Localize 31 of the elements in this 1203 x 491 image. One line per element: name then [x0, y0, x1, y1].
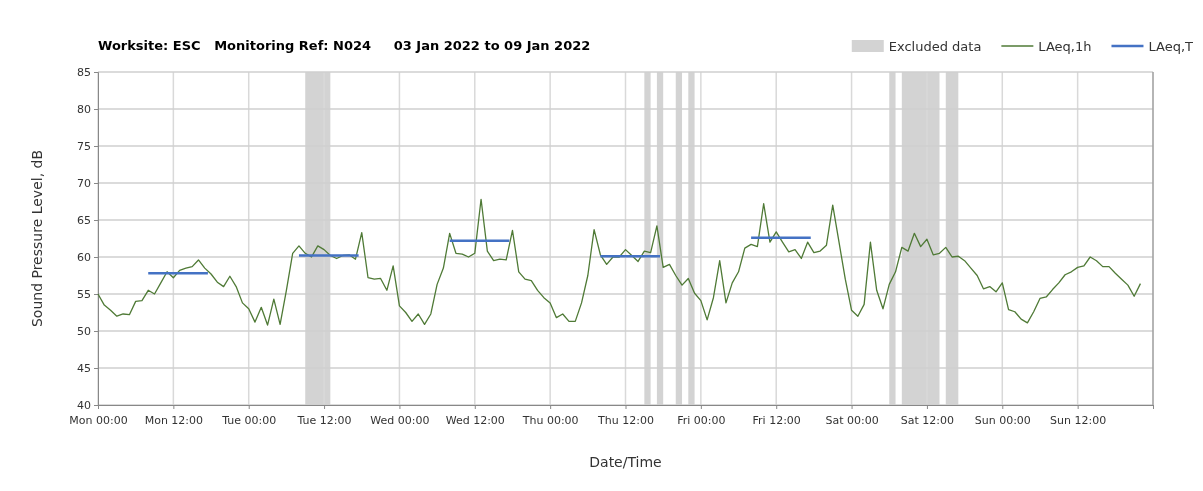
- x-tick-label: Sun 00:00: [974, 414, 1031, 428]
- x-tick-label: Thu 12:00: [597, 414, 654, 428]
- x-tick-label: Wed 12:00: [445, 414, 505, 428]
- y-tick-label: 45: [77, 362, 91, 376]
- x-tick-label: Fri 00:00: [677, 414, 726, 428]
- chart-title: Worksite: ESC Monitoring Ref: N024 03 Jan 2022 to 09 Jan 2022: [98, 38, 591, 53]
- y-tick-label: 65: [77, 214, 91, 228]
- legend-label: LAeq,T: [1148, 39, 1194, 54]
- y-tick-label: 75: [77, 140, 91, 154]
- x-tick-label: Tue 12:00: [296, 414, 352, 428]
- x-tick-label: Fri 12:00: [752, 414, 801, 428]
- legend-label: Excluded data: [888, 39, 982, 54]
- x-tick-label: Mon 00:00: [69, 414, 128, 428]
- x-tick-label: Mon 12:00: [144, 414, 204, 428]
- y-tick-label: 80: [77, 103, 91, 117]
- y-tick-label: 70: [77, 177, 91, 191]
- y-tick-label: 55: [77, 288, 91, 302]
- x-tick-label: Wed 00:00: [370, 414, 430, 428]
- y-axis-title: Sound Pressure Level, dB: [29, 149, 45, 328]
- y-tick-label: 40: [77, 399, 91, 413]
- x-tick-label: Sat 12:00: [900, 414, 955, 428]
- x-tick-label: Tue 00:00: [221, 414, 277, 428]
- y-tick-label: 50: [77, 325, 91, 339]
- x-tick-label: Sat 00:00: [825, 414, 879, 428]
- line-series: [97, 198, 1142, 326]
- x-tick-label: Thu 00:00: [521, 414, 579, 428]
- x-tick-label: Sun 12:00: [1050, 414, 1107, 428]
- y-tick-label: 85: [77, 66, 91, 80]
- y-tick-label: 60: [77, 251, 91, 265]
- legend-label: LAeq,1h: [1038, 39, 1092, 54]
- x-axis-title: Date/Time: [589, 454, 662, 470]
